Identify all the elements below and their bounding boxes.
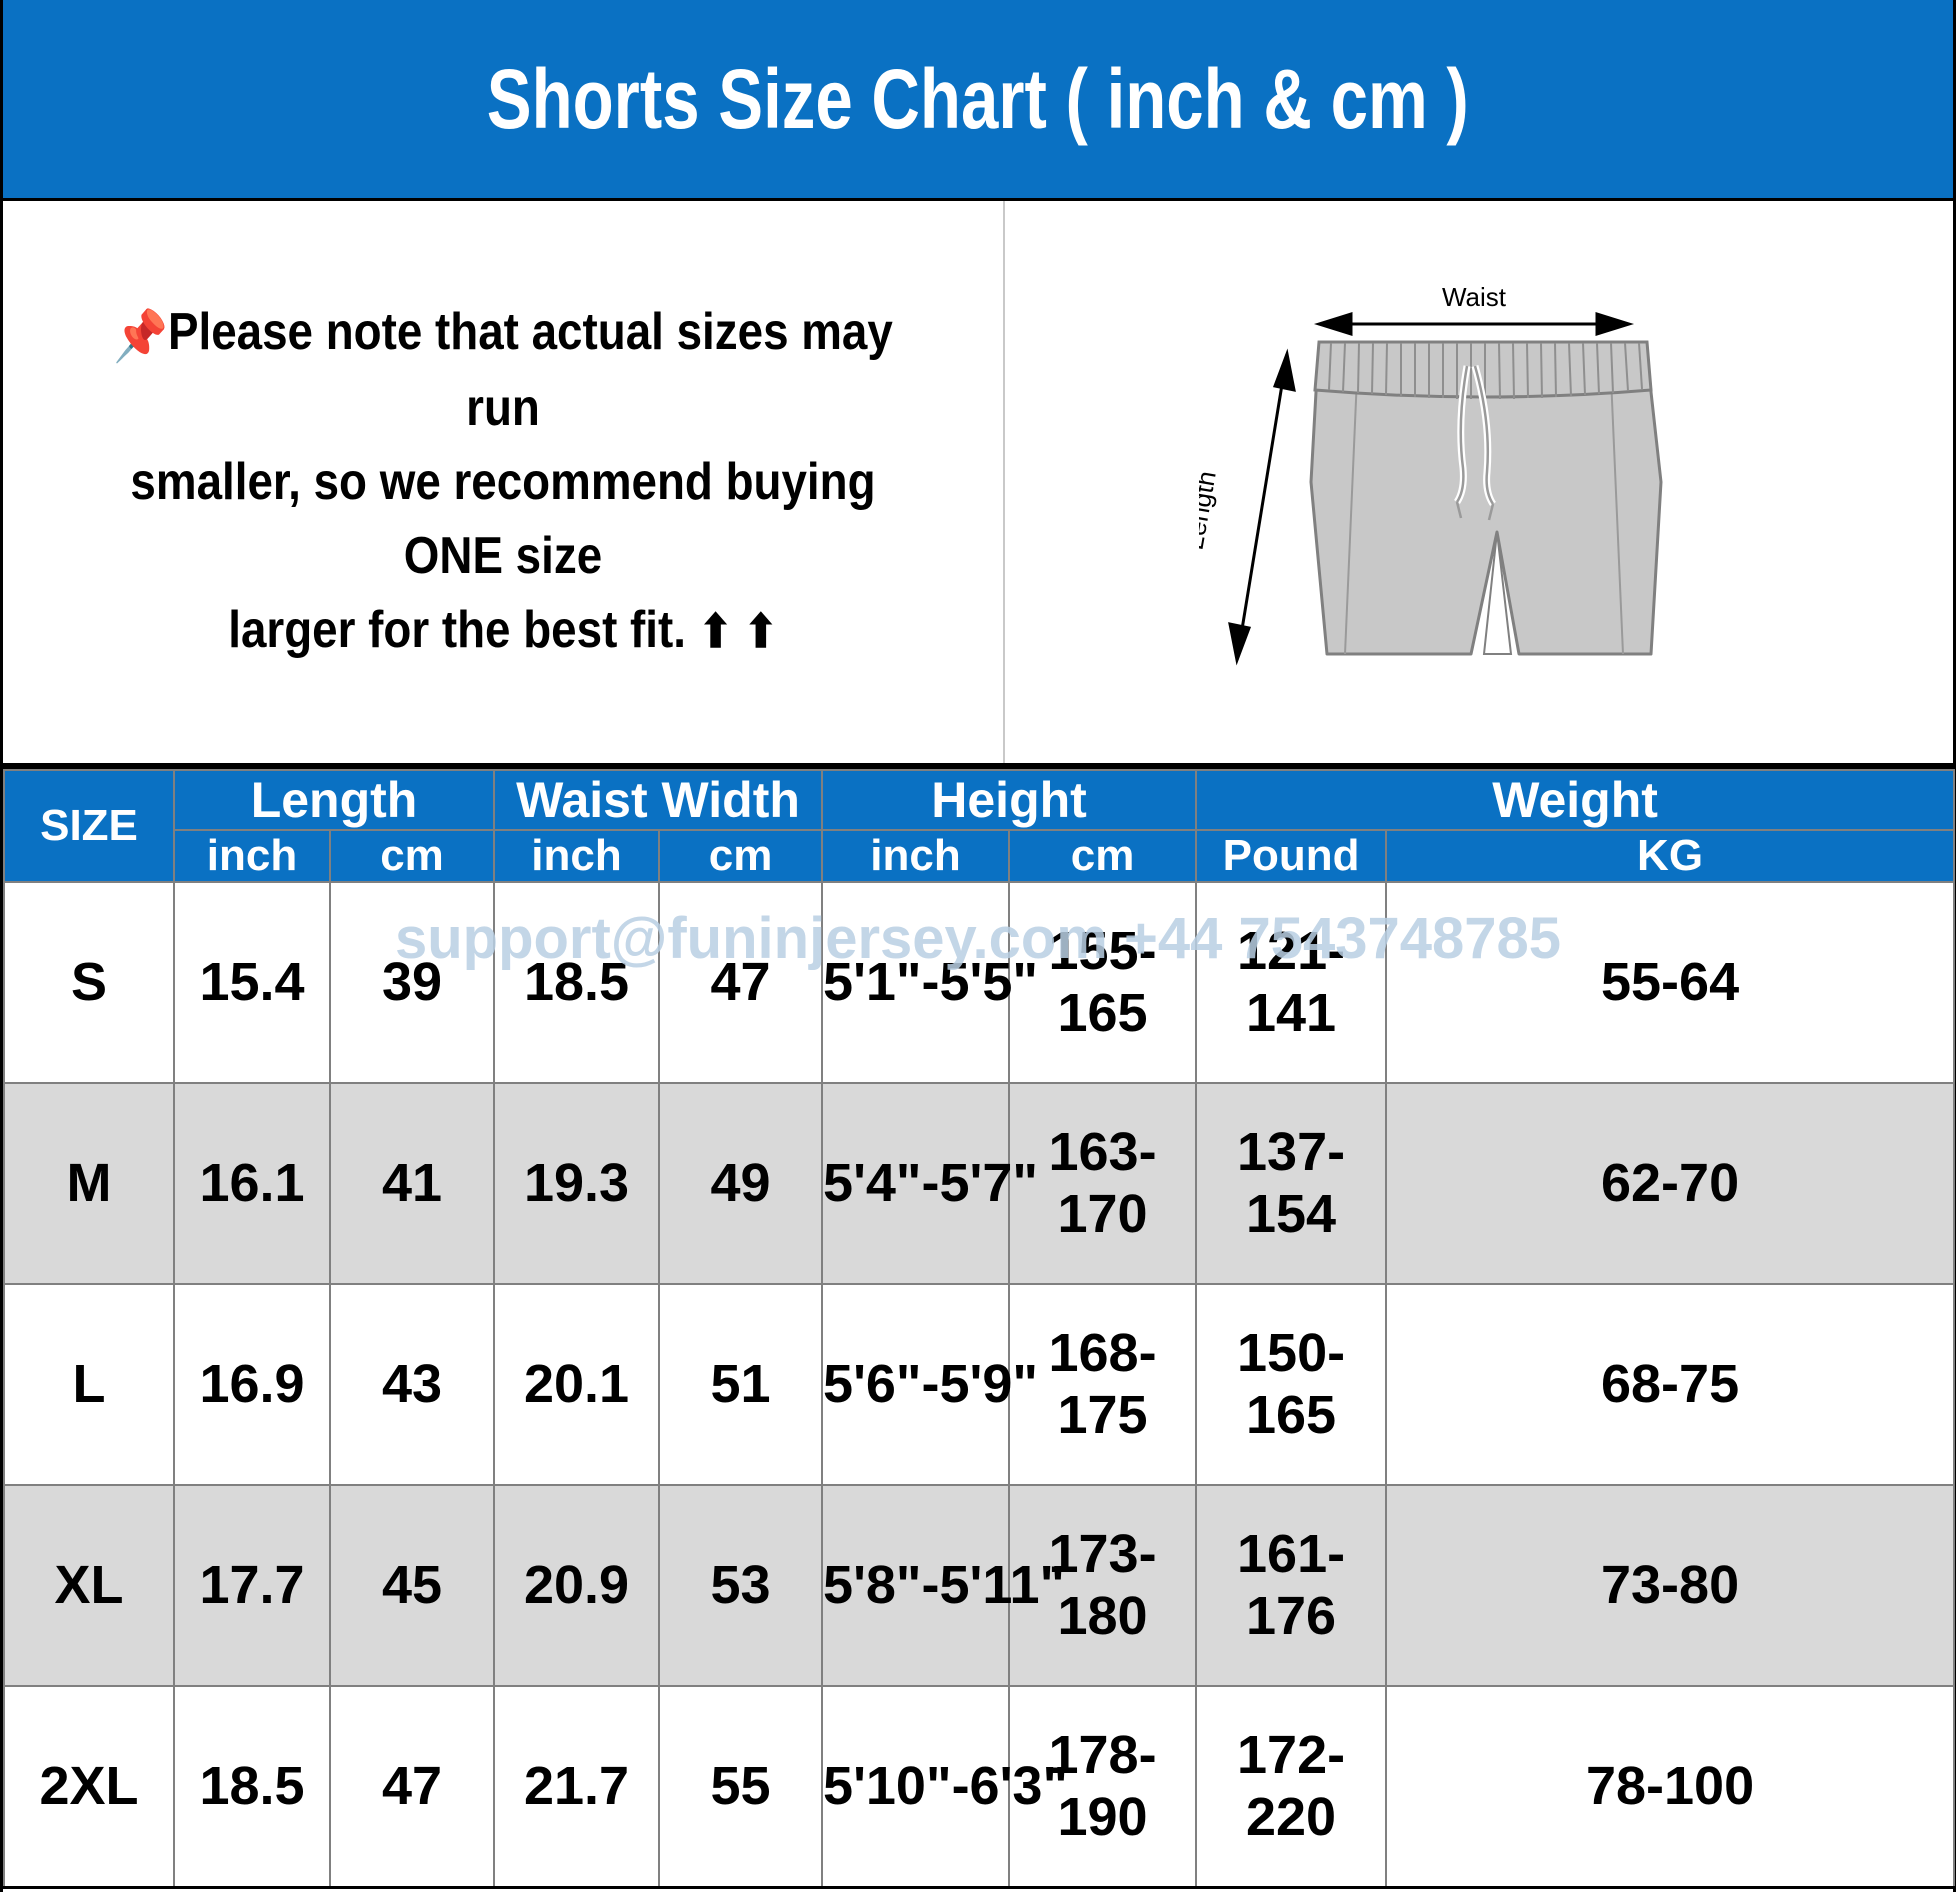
cell-waist-inch: 18.5: [493, 881, 661, 1084]
waistband-ribbing: [1328, 342, 1643, 400]
cell-waist-inch: 20.1: [493, 1282, 661, 1486]
cell-length-cm: 43: [328, 1282, 496, 1486]
cell-waist-inch: 19.3: [493, 1081, 661, 1285]
cell-size: XL: [3, 1483, 175, 1687]
pushpin-icon: 📌: [113, 308, 168, 365]
shorts-left-seam: [1344, 376, 1358, 655]
table-head: SIZE Length Waist Width Height Weight in…: [3, 769, 1956, 883]
waist-dimension-label: Waist: [1442, 282, 1507, 312]
cell-height-cm: 155-165: [1008, 881, 1198, 1084]
drawstring: [1453, 365, 1496, 521]
cell-height-cm: 178-190: [1008, 1684, 1198, 1889]
column-header-weight-kg: KG: [1385, 829, 1956, 883]
cell-height-inch: 5'4"-5'7": [821, 1081, 1038, 1285]
cell-height-inch: 5'1"-5'5": [821, 881, 1038, 1084]
cell-weight-pound: 121-141: [1195, 881, 1388, 1084]
note-line-3: larger for the best fit.: [228, 600, 686, 659]
column-header-waist-inch: inch: [493, 829, 661, 883]
cell-length-cm: 41: [328, 1081, 496, 1285]
cell-weight-kg: 62-70: [1385, 1081, 1956, 1285]
table-row: XL 17.7 45 20.9 53 5'8"-5'11" 173-180 16…: [3, 1483, 1956, 1687]
cell-height-cm: 163-170: [1008, 1081, 1198, 1285]
length-dimension-arrow: [1228, 348, 1296, 666]
column-header-length-cm: cm: [328, 829, 496, 883]
shorts-illustration: Waist Length: [1199, 282, 1663, 666]
cell-height-inch: 5'10"-6'3": [821, 1684, 1068, 1889]
shorts-crotch-notch: [1482, 531, 1513, 655]
size-chart-table: SIZE Length Waist Width Height Weight in…: [3, 769, 1956, 1889]
shorts-diagram-cell: Waist Length: [1005, 201, 1953, 763]
table-row: 2XL 18.5 47 21.7 55 5'10"-6'3" 178-190 1…: [3, 1684, 1956, 1889]
group-header-row: SIZE Length Waist Width Height Weight: [3, 769, 1956, 883]
cell-waist-cm: 55: [658, 1684, 824, 1889]
cell-weight-pound: 172-220: [1195, 1684, 1388, 1889]
waistband: [1313, 340, 1653, 399]
cell-waist-cm: 47: [658, 881, 824, 1084]
note-cell: 📌Please note that actual sizes may run s…: [3, 201, 1005, 763]
cell-length-cm: 45: [328, 1483, 496, 1687]
cell-weight-kg: 73-80: [1385, 1483, 1956, 1687]
cell-waist-cm: 49: [658, 1081, 824, 1285]
column-header-size: SIZE: [3, 769, 175, 883]
cell-waist-inch: 20.9: [493, 1483, 661, 1687]
cell-size: L: [3, 1282, 175, 1486]
column-group-weight: Weight: [1195, 769, 1956, 831]
cell-height-cm: 168-175: [1008, 1282, 1198, 1486]
column-group-waist-width: Waist Width: [493, 769, 824, 831]
cell-weight-pound: 150-165: [1195, 1282, 1388, 1486]
cell-length-cm: 39: [328, 881, 496, 1084]
cell-waist-cm: 51: [658, 1282, 824, 1486]
column-group-height: Height: [821, 769, 1198, 831]
table-body: S 15.4 39 18.5 47 5'1"-5'5" 155-165 121-…: [3, 881, 1956, 1889]
table-row: L 16.9 43 20.1 51 5'6"-5'9" 168-175 150-…: [3, 1282, 1956, 1486]
cell-weight-kg: 68-75: [1385, 1282, 1956, 1486]
shorts-right-seam: [1610, 376, 1624, 655]
cell-height-inch: 5'6"-5'9": [821, 1282, 1038, 1486]
cell-weight-kg: 55-64: [1385, 881, 1956, 1084]
chart-title-bar: Shorts Size Chart ( inch & cm ): [3, 0, 1953, 198]
sub-header-row: inch cm inch cm inch cm Pound KG: [4, 829, 1956, 883]
column-header-waist-cm: cm: [658, 829, 824, 883]
column-header-height-cm: cm: [1008, 829, 1198, 883]
cell-weight-pound: 161-176: [1195, 1483, 1388, 1687]
cell-weight-kg: 78-100: [1385, 1684, 1956, 1889]
column-header-height-inch: inch: [821, 829, 1011, 883]
page-title: Shorts Size Chart ( inch & cm ): [486, 52, 1469, 146]
up-arrow-icons: ⬆ ⬆: [698, 604, 778, 657]
column-header-length-inch: inch: [173, 829, 331, 883]
column-group-length: Length: [172, 769, 496, 831]
cell-length-cm: 47: [328, 1684, 496, 1889]
table-row: M 16.1 41 19.3 49 5'4"-5'7" 163-170 137-…: [3, 1081, 1956, 1285]
cell-weight-pound: 137-154: [1195, 1081, 1388, 1285]
cell-height-cm: 173-180: [1008, 1483, 1198, 1687]
cell-height-inch: 5'8"-5'11": [821, 1483, 1065, 1687]
note-line-2: smaller, so we recommend buying ONE size: [130, 453, 876, 585]
cell-length-inch: 17.7: [173, 1483, 331, 1687]
size-table-wrapper: SIZE Length Waist Width Height Weight in…: [3, 766, 1956, 1889]
shorts-body: [1309, 372, 1663, 656]
cell-length-inch: 16.1: [173, 1081, 331, 1285]
table-row: S 15.4 39 18.5 47 5'1"-5'5" 155-165 121-…: [3, 881, 1956, 1084]
cell-length-inch: 16.9: [173, 1282, 331, 1486]
waist-dimension-arrow: [1313, 311, 1635, 337]
cell-length-inch: 18.5: [173, 1684, 331, 1889]
note-and-diagram-band: 📌Please note that actual sizes may run s…: [3, 198, 1953, 766]
length-dimension-label: Length: [1199, 469, 1222, 553]
cell-waist-cm: 53: [658, 1483, 824, 1687]
cell-size: S: [3, 881, 175, 1084]
cell-size: M: [3, 1081, 175, 1285]
column-header-weight-pound: Pound: [1195, 829, 1388, 883]
cell-length-inch: 15.4: [173, 881, 331, 1084]
cell-waist-inch: 21.7: [493, 1684, 661, 1889]
note-line-1: Please note that actual sizes may run: [167, 303, 893, 438]
note-text: 📌Please note that actual sizes may run s…: [75, 296, 930, 667]
cell-size: 2XL: [3, 1684, 175, 1889]
